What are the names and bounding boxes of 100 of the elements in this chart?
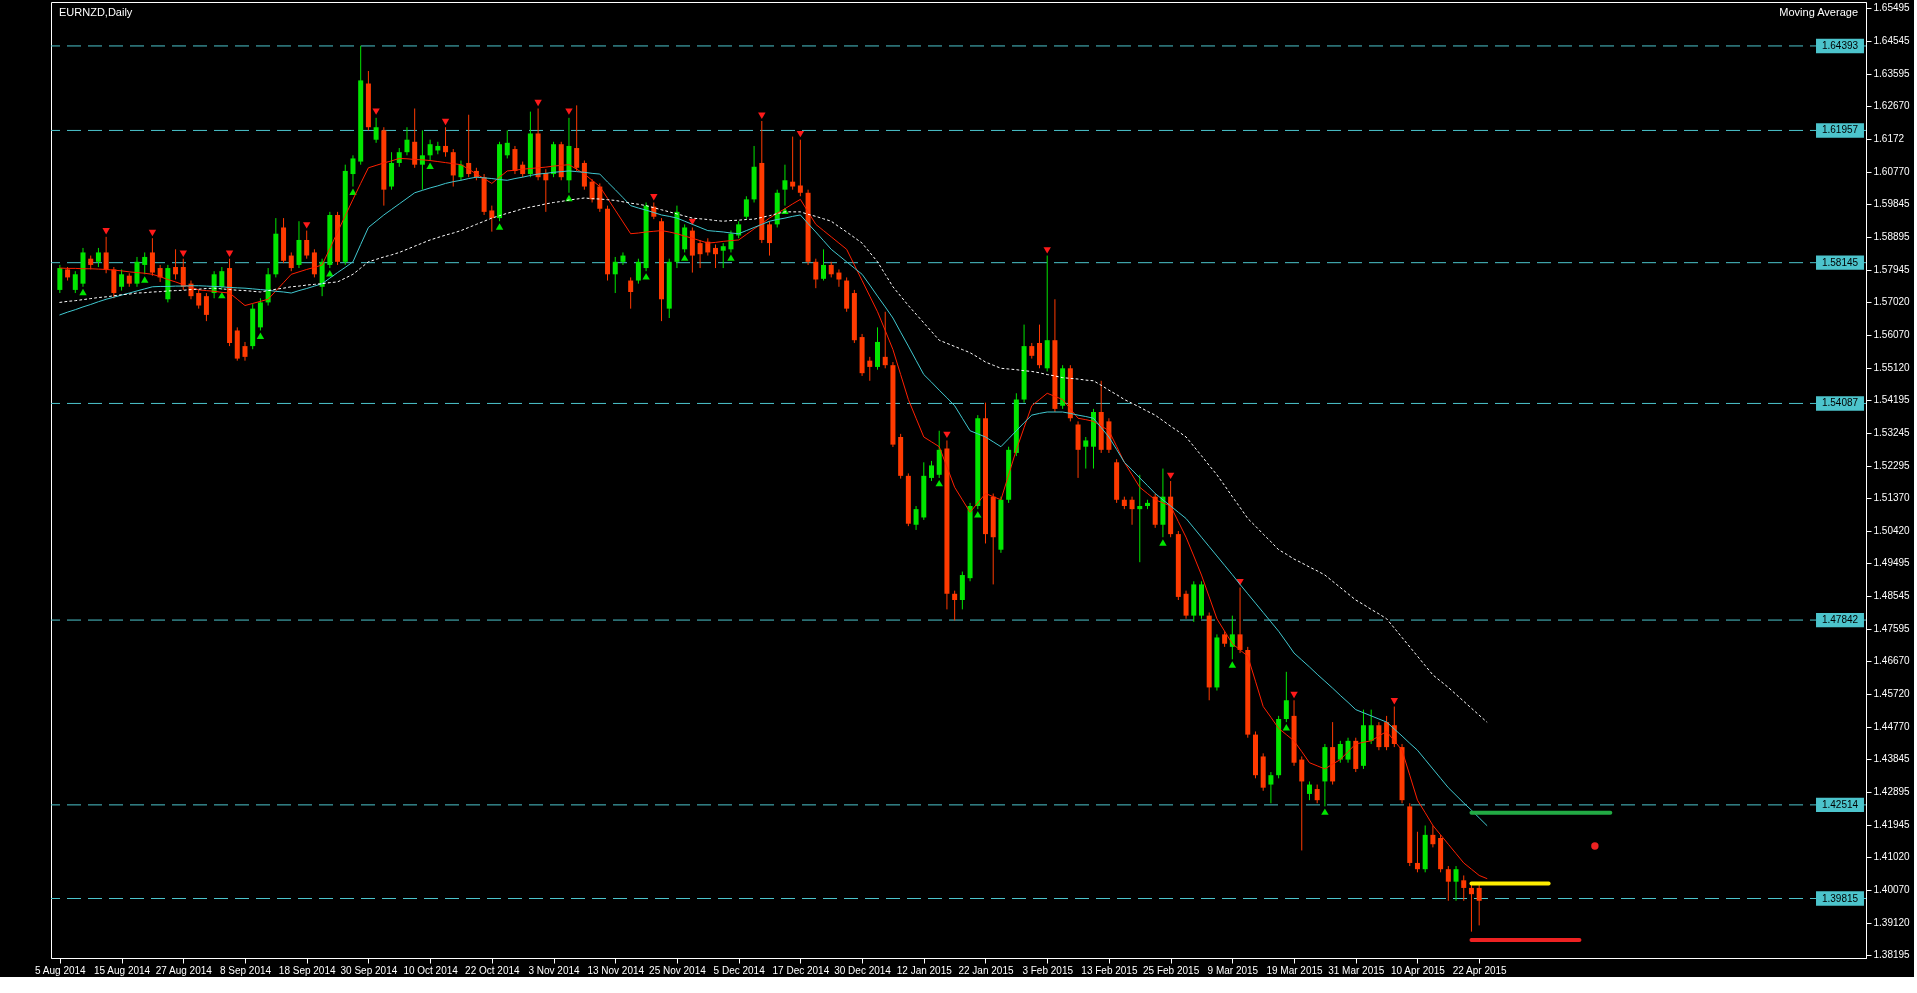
- x-tick-label: 30 Dec 2014: [834, 964, 892, 976]
- y-tick-label: 1.60770: [1873, 166, 1911, 178]
- candlestick: [489, 205, 495, 233]
- x-tick-label: 3 Feb 2015: [1022, 964, 1074, 976]
- y-tick-label: 1.44770: [1873, 721, 1911, 733]
- candlestick: [1368, 709, 1374, 745]
- point: [1043, 247, 1051, 254]
- y-tick-label: 1.47595: [1873, 623, 1911, 635]
- candlestick: [95, 247, 101, 268]
- candlestick: [1283, 671, 1289, 723]
- x-tick-label: 3 Nov 2014: [528, 964, 581, 976]
- x-tick-label: 15 Aug 2014: [93, 964, 151, 976]
- y-tick-label: 1.63595: [1873, 68, 1911, 80]
- point: [727, 254, 735, 261]
- y-tick-label: 1.6172: [1873, 133, 1905, 145]
- candlestick: [304, 230, 310, 260]
- candlestick: [72, 270, 78, 294]
- candlestick: [1476, 884, 1482, 926]
- candlestick: [882, 311, 888, 369]
- candlestick: [1137, 474, 1143, 563]
- x-tick-label: 19 Mar 2015: [1266, 964, 1324, 976]
- candlestick: [242, 341, 248, 362]
- y-tick-label: 1.41020: [1873, 851, 1911, 863]
- candlestick: [504, 129, 510, 159]
- y-tick-label: 1.46670: [1873, 655, 1911, 667]
- candlestick: [203, 292, 209, 322]
- candlestick: [1453, 865, 1459, 902]
- candlestick: [142, 251, 148, 275]
- candlestick: [790, 136, 796, 191]
- x-tick-label: 17 Dec 2014: [772, 964, 830, 976]
- point: [148, 229, 157, 237]
- x-tick-label: 22 Apr 2015: [1452, 964, 1508, 976]
- candlestick: [1129, 496, 1135, 526]
- point: [302, 222, 311, 229]
- candlestick: [1430, 824, 1436, 848]
- y-tick-label: 1.58895: [1873, 231, 1911, 243]
- candlestick: [373, 117, 379, 144]
- y-tick-label: 1.65495: [1873, 2, 1911, 14]
- candlestick: [1314, 784, 1320, 804]
- candlestick: [1461, 874, 1467, 902]
- candlestick: [589, 178, 595, 203]
- ref-line-label: 1.42514: [1821, 798, 1859, 810]
- candlestick: [103, 236, 109, 274]
- x-tick-label: 10 Oct 2014: [403, 964, 459, 976]
- candlestick: [427, 139, 433, 162]
- candlestick: [1183, 590, 1189, 620]
- y-tick-label: 1.53245: [1873, 427, 1911, 439]
- candlestick: [1083, 436, 1089, 470]
- y-tick-label: 1.52295: [1873, 460, 1911, 472]
- candlestick: [913, 505, 919, 531]
- y-tick-label: 1.51370: [1873, 492, 1911, 504]
- point: [642, 273, 650, 280]
- candlestick: [697, 239, 703, 269]
- candlestick: [682, 223, 688, 253]
- candlestick: [782, 164, 788, 207]
- point: [349, 188, 357, 195]
- candlestick: [574, 104, 580, 172]
- ref-line-label: 1.47842: [1821, 614, 1859, 626]
- candlestick: [350, 154, 356, 188]
- candlestick: [1036, 324, 1042, 369]
- point: [102, 228, 110, 235]
- x-tick-label: 30 Sep 2014: [340, 964, 398, 976]
- x-tick-label: 27 Aug 2014: [155, 964, 213, 976]
- x-tick-label: 10 Apr 2015: [1390, 964, 1446, 976]
- x-tick-label: 5 Aug 2014: [35, 964, 87, 976]
- y-tick-label: 1.39120: [1873, 917, 1911, 929]
- candlestick: [458, 160, 464, 181]
- y-tick-label: 1.59845: [1873, 198, 1911, 210]
- y-tick-label: 1.45720: [1873, 688, 1911, 700]
- candlestick: [134, 256, 140, 288]
- candlestick: [512, 145, 518, 175]
- y-tick-label: 1.56070: [1873, 329, 1911, 341]
- point: [1321, 808, 1329, 815]
- y-tick-label: 1.48545: [1873, 590, 1911, 602]
- candlestick: [813, 258, 819, 289]
- point: [1166, 472, 1175, 480]
- y-tick-label: 1.57945: [1873, 264, 1911, 276]
- y-tick-label: 1.62670: [1873, 100, 1911, 112]
- point: [565, 108, 573, 115]
- candlestick: [196, 289, 202, 310]
- ref-line-label: 1.61957: [1821, 124, 1859, 136]
- candlestick: [720, 242, 726, 269]
- point: [1159, 539, 1167, 546]
- y-tick-label: 1.41945: [1873, 819, 1911, 831]
- point: [79, 288, 87, 296]
- point: [372, 108, 380, 115]
- x-tick-label: 22 Oct 2014: [465, 964, 520, 976]
- x-tick-label: 12 Jan 2015: [896, 964, 953, 976]
- x-tick-label: 5 Dec 2014: [713, 964, 766, 976]
- candlestick: [1237, 587, 1243, 654]
- y-tick-label: 1.57020: [1873, 296, 1911, 308]
- x-tick-label: 22 Jan 2015: [958, 964, 1014, 976]
- point: [1390, 698, 1399, 705]
- y-tick-label: 1.38195: [1873, 949, 1911, 961]
- y-tick-label: 1.50420: [1873, 525, 1911, 537]
- candlestick: [929, 460, 934, 482]
- point: [1290, 691, 1298, 699]
- candlestick: [404, 126, 410, 156]
- candlestick: [419, 129, 425, 191]
- point: [441, 118, 450, 126]
